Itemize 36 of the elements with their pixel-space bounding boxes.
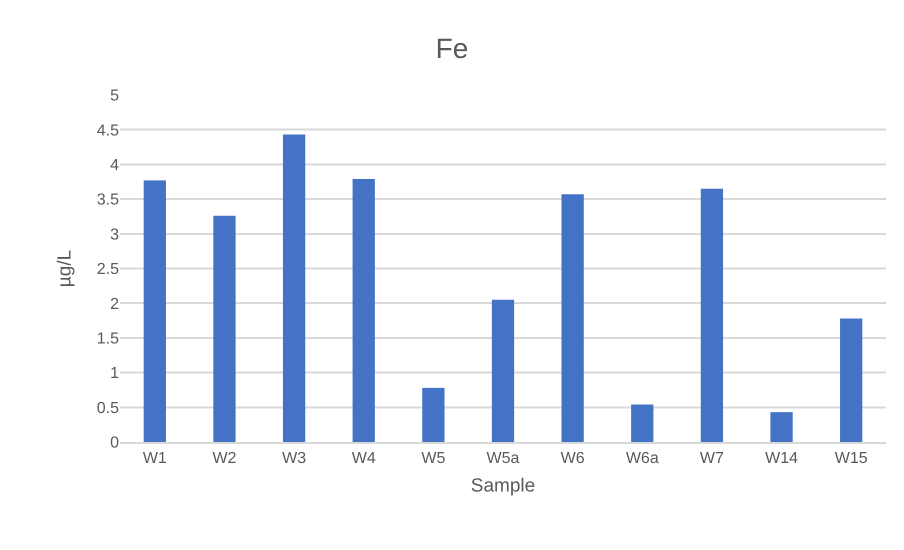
x-tick-label: W6 xyxy=(560,450,585,467)
x-axis-title: Sample xyxy=(470,475,536,496)
y-tick-label: 4 xyxy=(110,157,120,174)
bar xyxy=(631,404,654,442)
y-tick-label: 3 xyxy=(110,226,120,244)
bar xyxy=(840,318,862,442)
x-tick-label: W5a xyxy=(486,450,520,467)
y-tick-label: 1.5 xyxy=(96,330,120,348)
y-tick-label: 5 xyxy=(110,88,120,105)
bar xyxy=(213,216,236,442)
y-tick-label: 0.5 xyxy=(96,400,120,417)
y-tick-label: 1 xyxy=(110,365,120,382)
bar xyxy=(422,388,445,442)
bar xyxy=(352,178,375,442)
x-tick-label: W3 xyxy=(282,450,306,467)
x-tick-label: W7 xyxy=(700,450,724,467)
x-tick-label: W6a xyxy=(626,450,659,467)
bar xyxy=(561,194,584,442)
y-axis-title: µg/L xyxy=(54,250,76,288)
x-tick-label: W5 xyxy=(421,450,446,467)
chart-title: Fe xyxy=(436,33,468,64)
y-tick-label: 2.5 xyxy=(96,261,120,278)
bar xyxy=(282,134,306,442)
x-tick-label: W1 xyxy=(142,450,167,467)
y-tick-label: 3.5 xyxy=(96,192,120,209)
x-tick-label: W2 xyxy=(212,450,237,467)
x-tick-label: W4 xyxy=(352,450,376,467)
bar xyxy=(144,180,166,442)
y-tick-label: 2 xyxy=(110,296,120,313)
bar xyxy=(770,412,793,442)
bar xyxy=(492,300,514,442)
bar xyxy=(700,188,724,442)
x-tick-label: W14 xyxy=(765,450,798,467)
x-tick-label: W15 xyxy=(834,450,868,467)
y-tick-label: 4.5 xyxy=(96,122,120,140)
y-tick-label: 0 xyxy=(110,434,120,452)
